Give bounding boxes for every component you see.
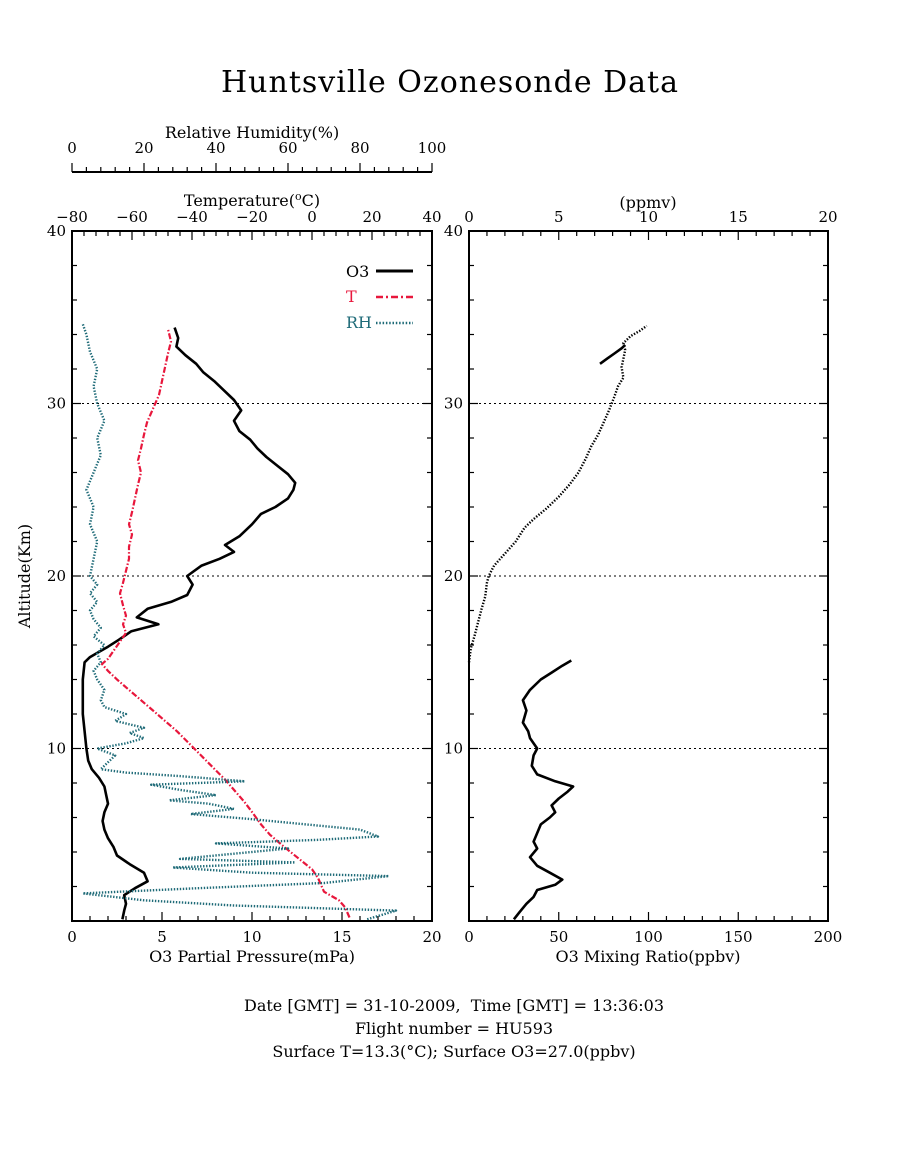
o3-pressure-axis-label: O3 Partial Pressure(mPa) xyxy=(149,947,355,966)
temperature-tick-label: −40 xyxy=(176,208,208,226)
temperature-label-unit: C xyxy=(302,191,314,210)
temperature-tick-label: 0 xyxy=(307,208,317,226)
ppbv-tick-label: 100 xyxy=(634,928,663,946)
right-ytick-label: 30 xyxy=(444,395,463,413)
o3-pressure-tick-label: 15 xyxy=(332,928,351,946)
ppbv-tick-label: 200 xyxy=(814,928,843,946)
footer-surface-values: Surface T=13.3(°C); Surface O3=27.0(ppbv… xyxy=(272,1042,635,1061)
humidity-tick-label: 20 xyxy=(134,139,153,157)
left-series xyxy=(83,324,396,919)
ppmv-axis-label: (ppmv) xyxy=(619,193,676,212)
ppmv-tick-label: 0 xyxy=(464,208,474,226)
footer-date-time: Date [GMT] = 31-10-2009, Time [GMT] = 13… xyxy=(244,996,664,1015)
series-right-1-line xyxy=(469,326,647,662)
humidity-tick-label: 100 xyxy=(418,139,447,157)
series-left-0-line xyxy=(83,328,295,920)
left-ytick-label: 40 xyxy=(47,222,66,240)
o3-pressure-tick-label: 0 xyxy=(67,928,77,946)
left-ytick-label: 30 xyxy=(47,395,66,413)
humidity-tick-label: 0 xyxy=(67,139,77,157)
right-ytick-label: 40 xyxy=(444,222,463,240)
ozonesonde-figure: Huntsville Ozonesonde Data 0 5 10 15 20−80 −6… xyxy=(0,0,900,1150)
temperature-label-suffix: ) xyxy=(314,191,320,210)
series-right-0-line xyxy=(514,661,573,920)
legend-o3-label: O3 xyxy=(346,262,369,281)
altitude-axis-label: Altitude(Km) xyxy=(15,524,34,629)
o3-pressure-tick-label: 10 xyxy=(242,928,261,946)
ppbv-tick-label: 0 xyxy=(464,928,474,946)
legend-t-label: T xyxy=(346,287,357,306)
ppbv-tick-label: 150 xyxy=(724,928,753,946)
footer: Date [GMT] = 31-10-2009, Time [GMT] = 13… xyxy=(244,996,664,1061)
series-left-1-line xyxy=(102,329,350,917)
temperature-tick-label: 40 xyxy=(422,208,441,226)
temperature-label-prefix: Temperature( xyxy=(184,191,295,210)
series-right-2-line xyxy=(600,345,625,364)
temperature-tick-label: 20 xyxy=(362,208,381,226)
ppbv-tick-label: 50 xyxy=(549,928,568,946)
chart-title: Huntsville Ozonesonde Data xyxy=(221,65,679,100)
ppmv-tick-label: 20 xyxy=(818,208,837,226)
o3-pressure-tick-label: 20 xyxy=(422,928,441,946)
o3-pressure-tick-label: 5 xyxy=(157,928,167,946)
left-ytick-label: 10 xyxy=(47,740,66,758)
temperature-tick-label: −20 xyxy=(236,208,268,226)
left-panel: 0 5 10 15 20−80 −60 −40 −20 0 20 400 20 40 60 80 100102… xyxy=(15,123,446,966)
ppmv-tick-label: 15 xyxy=(729,208,748,226)
footer-flight-number: Flight number = HU593 xyxy=(355,1019,553,1038)
temperature-tick-label: −60 xyxy=(116,208,148,226)
humidity-axis-label: Relative Humidity(%) xyxy=(165,123,339,142)
right-ytick-label: 20 xyxy=(444,567,463,585)
left-ytick-label: 20 xyxy=(47,567,66,585)
ppmv-tick-label: 5 xyxy=(554,208,564,226)
left-ticks: 0 5 10 15 20−80 −60 −40 −20 0 20 400 20 40 60 80 100102… xyxy=(47,139,446,946)
right-series xyxy=(469,326,647,919)
right-ytick-label: 10 xyxy=(444,740,463,758)
humidity-tick-label: 80 xyxy=(350,139,369,157)
o3-mixing-ratio-axis-label: O3 Mixing Ratio(ppbv) xyxy=(555,947,740,966)
legend: O3 T RH xyxy=(346,262,413,332)
legend-rh-label: RH xyxy=(346,313,372,332)
temperature-axis-label: Temperature(oC) xyxy=(184,190,320,210)
